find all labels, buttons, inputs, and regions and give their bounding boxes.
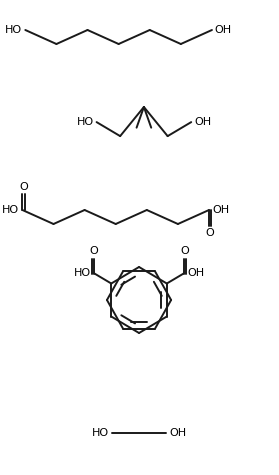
- Text: O: O: [19, 182, 28, 192]
- Text: OH: OH: [194, 117, 211, 127]
- Text: HO: HO: [2, 205, 20, 215]
- Text: OH: OH: [215, 25, 232, 35]
- Text: HO: HO: [5, 25, 22, 35]
- Text: O: O: [180, 247, 189, 256]
- Text: OH: OH: [212, 205, 229, 215]
- Text: HO: HO: [73, 268, 91, 278]
- Text: O: O: [89, 247, 98, 256]
- Text: OH: OH: [187, 268, 205, 278]
- Text: O: O: [206, 228, 214, 238]
- Text: HO: HO: [76, 117, 94, 127]
- Text: HO: HO: [92, 428, 109, 438]
- Text: OH: OH: [169, 428, 186, 438]
